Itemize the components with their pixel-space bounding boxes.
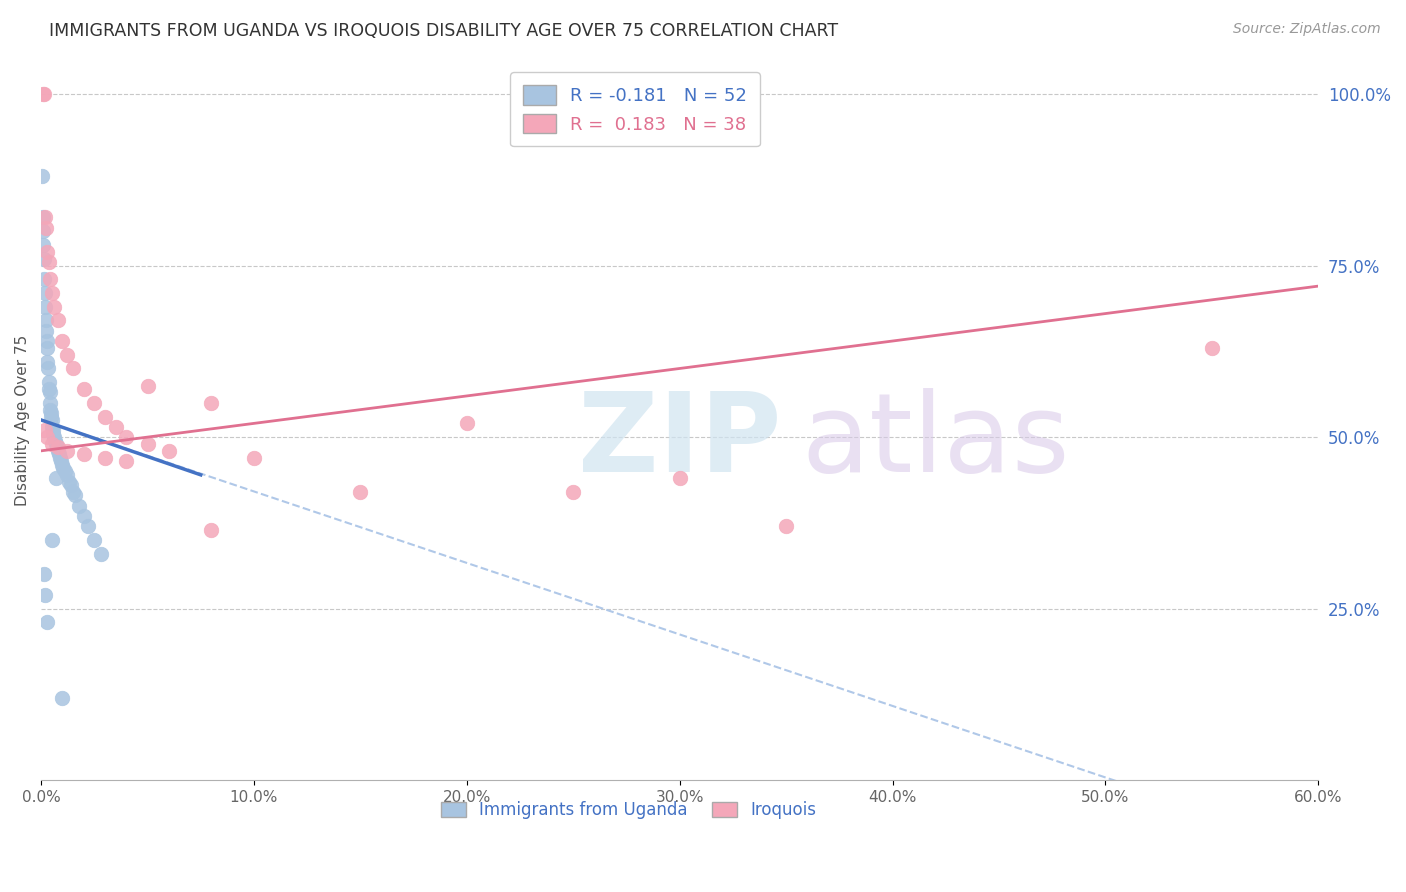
Point [37,244,59,259]
Point [42,300,65,314]
Point [39,402,62,417]
Point [46,443,69,458]
Point [35,324,58,338]
Point [41,437,63,451]
Point [52,461,75,475]
Point [51,454,73,468]
Point [45,437,67,451]
Point [62,361,84,376]
Point [38,272,60,286]
Point [46,313,69,327]
Y-axis label: Disability Age Over 75: Disability Age Over 75 [15,334,30,506]
Point [42,430,65,444]
Point [62,485,84,500]
Point [456,417,478,431]
Point [31,211,53,225]
Point [32,252,55,266]
Point [77,519,100,533]
Point [73,447,96,461]
Point [34,423,56,437]
Point [55,348,77,362]
Point [32,238,55,252]
Point [73,382,96,396]
Point [37,430,59,444]
Point [38,255,60,269]
Point [39,406,62,420]
Point [37,361,59,376]
Point [31,169,53,184]
Point [48,447,70,461]
Point [46,441,69,455]
Point [38,396,60,410]
Point [34,567,56,582]
Point [73,509,96,524]
Point [63,488,86,502]
Point [34,285,56,300]
Point [41,419,63,434]
Point [44,434,66,448]
Point [32,224,55,238]
Point [83,533,105,547]
Point [46,441,69,455]
Point [37,615,59,630]
Text: atlas: atlas [801,388,1070,495]
Point [243,450,266,465]
Point [35,220,58,235]
Legend: Immigrants from Uganda, Iroquois: Immigrants from Uganda, Iroquois [434,795,824,826]
Point [1201,341,1223,355]
Point [136,437,159,451]
Point [42,426,65,441]
Point [51,458,73,472]
Point [136,378,159,392]
Point [67,499,90,513]
Point [41,409,63,424]
Point [104,419,127,434]
Point [35,313,58,327]
Point [32,87,55,101]
Point [35,334,58,348]
Point [115,430,138,444]
Point [157,443,180,458]
Point [34,87,56,101]
Point [94,450,117,465]
Text: Source: ZipAtlas.com: Source: ZipAtlas.com [1233,22,1381,37]
Point [34,211,56,225]
Point [200,523,222,537]
Point [38,382,60,396]
Point [55,467,77,482]
Text: ZIP: ZIP [578,388,780,495]
Point [94,409,117,424]
Point [83,396,105,410]
Point [37,354,59,368]
Point [38,385,60,400]
Point [115,454,138,468]
Point [38,375,60,389]
Point [37,341,59,355]
Point [58,475,80,489]
Point [562,485,585,500]
Point [200,396,222,410]
Point [42,423,65,437]
Point [49,450,72,465]
Point [41,533,63,547]
Point [59,478,82,492]
Point [34,272,56,286]
Point [45,471,67,485]
Point [668,471,690,485]
Point [41,285,63,300]
Point [775,519,797,533]
Point [51,690,73,705]
Text: IMMIGRANTS FROM UGANDA VS IROQUOIS DISABILITY AGE OVER 75 CORRELATION CHART: IMMIGRANTS FROM UGANDA VS IROQUOIS DISAB… [49,22,838,40]
Point [53,465,76,479]
Point [41,413,63,427]
Point [51,334,73,348]
Point [90,547,112,561]
Point [34,300,56,314]
Point [349,485,371,500]
Point [55,443,77,458]
Point [34,588,56,602]
